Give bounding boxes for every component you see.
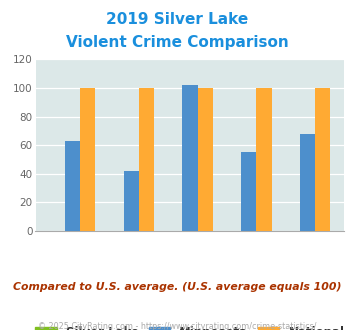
Text: Compared to U.S. average. (U.S. average equals 100): Compared to U.S. average. (U.S. average … xyxy=(13,282,342,292)
Bar xyxy=(124,171,139,231)
Bar xyxy=(80,88,95,231)
Bar xyxy=(65,141,80,231)
Bar xyxy=(241,152,256,231)
Bar xyxy=(315,88,330,231)
Text: Violent Crime Comparison: Violent Crime Comparison xyxy=(66,35,289,50)
Bar xyxy=(182,85,198,231)
Bar xyxy=(198,88,213,231)
Legend: Silver Lake, Minnesota, National: Silver Lake, Minnesota, National xyxy=(36,326,344,330)
Text: 2019 Silver Lake: 2019 Silver Lake xyxy=(106,12,248,26)
Bar xyxy=(300,134,315,231)
Bar xyxy=(256,88,272,231)
Bar xyxy=(139,88,154,231)
Text: © 2025 CityRating.com - https://www.cityrating.com/crime-statistics/: © 2025 CityRating.com - https://www.city… xyxy=(38,322,317,330)
